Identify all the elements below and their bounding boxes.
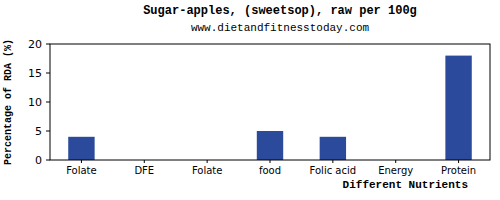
bars [68,56,472,160]
x-tick [207,160,208,163]
y-tick [46,131,50,132]
bar [68,137,94,160]
y-tick-label: 0 [35,154,42,167]
x-axis-label: Different Nutrients [343,179,468,191]
x-tick [144,160,145,163]
chart-svg: Sugar-apples, (sweetsop), raw per 100g ww… [0,0,500,200]
y-tick [46,44,50,45]
bar [445,56,471,160]
x-tick-label: Folic acid [310,165,357,176]
y-tick-label: 20 [28,38,42,51]
plot-frame [50,44,490,160]
y-tick [46,160,50,161]
x-tick-label: Folate [192,165,223,176]
x-tick-label: DFE [134,165,154,176]
x-tick-label: Folate [66,165,97,176]
x-tick [458,160,459,163]
chart-container: Sugar-apples, (sweetsop), raw per 100g ww… [0,0,500,200]
y-tick-label: 10 [28,96,42,109]
x-tick-label: food [259,165,281,176]
x-tick-label: Energy [378,165,413,176]
x-tick [81,160,82,163]
y-tick [46,102,50,103]
y-tick-label: 5 [35,125,42,138]
y-tick-label: 15 [28,67,42,80]
bar [257,131,283,160]
title: Sugar-apples, (sweetsop), raw per 100g [143,4,417,18]
x-tick [332,160,333,163]
bar [320,137,346,160]
y-axis-label: Percentage of RDA (%) [3,39,14,165]
x-tick [270,160,271,163]
subtitle: www.dietandfitnesstoday.com [191,22,370,34]
x-tick [395,160,396,163]
y-tick [46,73,50,74]
x-tick-label: Protein [441,165,476,176]
